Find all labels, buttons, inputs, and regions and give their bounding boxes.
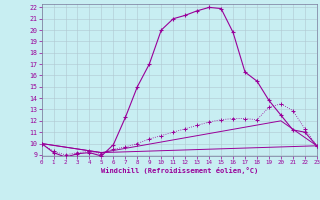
X-axis label: Windchill (Refroidissement éolien,°C): Windchill (Refroidissement éolien,°C) (100, 167, 258, 174)
